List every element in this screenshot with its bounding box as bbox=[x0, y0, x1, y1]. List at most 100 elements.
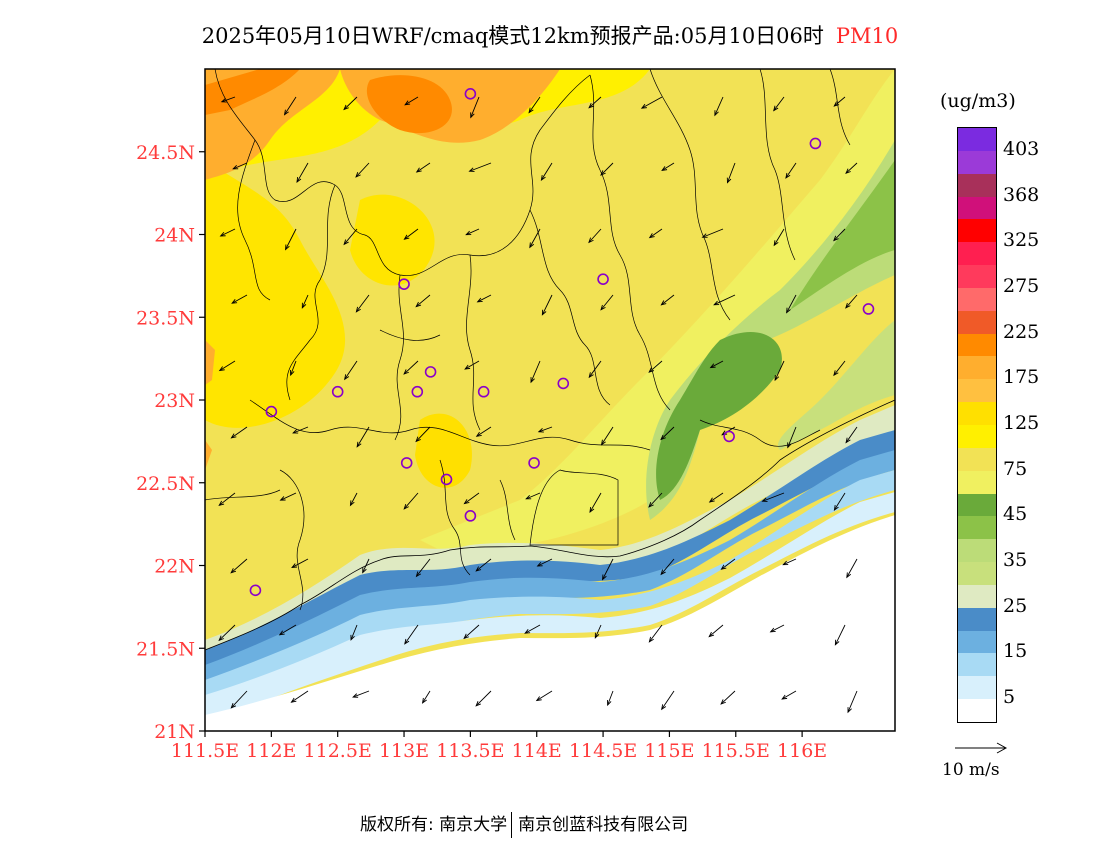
wind-vector bbox=[415, 558, 431, 578]
wind-scale-arrow bbox=[955, 742, 1008, 754]
lat-tick-label: 24.5N bbox=[136, 142, 195, 164]
wind-vector bbox=[279, 492, 297, 501]
wind-vector bbox=[720, 690, 736, 705]
legend-swatch bbox=[958, 310, 996, 335]
wind-vector bbox=[355, 162, 370, 178]
wind-vector bbox=[404, 96, 419, 106]
wind-vector bbox=[660, 294, 675, 306]
legend-swatch bbox=[958, 150, 996, 175]
wind-vector bbox=[588, 228, 602, 244]
wind-vector bbox=[708, 624, 724, 638]
wind-vector bbox=[714, 96, 724, 117]
wind-scale-label: 10 m/s bbox=[942, 760, 1000, 780]
wind-vector bbox=[713, 294, 736, 306]
legend-label: 368 bbox=[1003, 183, 1040, 206]
lon-tick-label: 114E bbox=[512, 740, 562, 762]
footer-divider bbox=[511, 812, 513, 838]
legend-label: 45 bbox=[1003, 503, 1028, 526]
footer-copyright: 版权所有: 南京大学 bbox=[360, 815, 508, 835]
wind-vector bbox=[285, 228, 297, 251]
lon-tick-label: 113E bbox=[379, 740, 429, 762]
wind-vector bbox=[782, 558, 797, 566]
legend-swatch bbox=[958, 242, 996, 266]
lat-tick-label: 22N bbox=[154, 556, 195, 578]
legend-label: 125 bbox=[1003, 412, 1040, 434]
wind-vector bbox=[403, 360, 419, 375]
wind-vector bbox=[463, 492, 480, 505]
wind-vector bbox=[231, 294, 248, 304]
lat-tick-label: 21.5N bbox=[136, 638, 195, 660]
station-marker bbox=[411, 385, 424, 398]
wind-vector bbox=[786, 294, 797, 314]
legend-swatch bbox=[958, 653, 996, 677]
wind-vector bbox=[847, 690, 858, 714]
legend-swatch bbox=[958, 607, 996, 632]
wind-vector bbox=[600, 294, 614, 311]
wind-vector bbox=[476, 294, 492, 303]
wind-vector bbox=[846, 558, 858, 579]
wind-vector bbox=[709, 360, 724, 369]
wind-vector bbox=[218, 492, 236, 507]
lon-tick-label: 112E bbox=[246, 740, 296, 762]
wind-vector bbox=[344, 360, 358, 381]
wind-vector bbox=[769, 624, 785, 633]
station-marker bbox=[265, 405, 278, 418]
lon-tick-label: 115E bbox=[644, 740, 694, 762]
legend-label: 175 bbox=[1003, 366, 1040, 389]
station-marker bbox=[398, 278, 410, 290]
wind-vector bbox=[701, 228, 724, 238]
wind-vector bbox=[648, 624, 663, 643]
wind-vector bbox=[415, 162, 431, 173]
wind-vector bbox=[362, 558, 370, 574]
legend-label: 25 bbox=[1003, 594, 1028, 617]
wind-vector bbox=[218, 624, 236, 642]
wind-vector bbox=[773, 228, 785, 247]
lon-tick-label: 116E bbox=[777, 740, 827, 762]
wind-vector bbox=[290, 690, 309, 703]
legend-swatch bbox=[958, 356, 996, 380]
wind-vector bbox=[834, 624, 846, 646]
legend-label: 15 bbox=[1003, 640, 1028, 663]
wind-vector bbox=[640, 96, 663, 109]
legend-swatch bbox=[958, 219, 996, 243]
wind-vector bbox=[352, 690, 370, 698]
wind-vector bbox=[403, 492, 419, 510]
legend-swatch bbox=[958, 265, 996, 289]
legend-swatch bbox=[958, 470, 996, 495]
legend-label: 225 bbox=[1003, 320, 1040, 343]
wind-vector bbox=[589, 492, 602, 514]
wind-vector bbox=[470, 96, 480, 119]
wind-vector bbox=[463, 624, 480, 640]
footer-credit: 版权所有: 南京大学 南京创蓝科技有限公司 bbox=[360, 810, 688, 838]
wind-vector bbox=[833, 228, 846, 242]
wind-vector bbox=[475, 426, 492, 437]
wind-vector bbox=[726, 162, 736, 184]
wind-vector bbox=[600, 426, 614, 446]
wind-vector bbox=[475, 558, 492, 572]
lat-tick-label: 23N bbox=[154, 390, 195, 412]
wind-vector bbox=[415, 294, 431, 308]
wind-vector bbox=[349, 492, 358, 507]
station-markers bbox=[249, 88, 875, 597]
wind-vector bbox=[773, 96, 785, 112]
wind-vector bbox=[283, 96, 297, 116]
wind-vector bbox=[525, 492, 541, 500]
wind-vector bbox=[607, 690, 614, 707]
legend-label: 403 bbox=[1003, 137, 1040, 160]
wind-vector bbox=[530, 360, 541, 384]
legend-swatch bbox=[958, 425, 996, 449]
lon-tick-label: 112.5E bbox=[304, 740, 372, 762]
wind-vector bbox=[660, 426, 675, 441]
legend-label: 5 bbox=[1003, 686, 1016, 709]
legend-swatch bbox=[958, 402, 996, 426]
legend-swatch bbox=[958, 676, 996, 700]
station-marker bbox=[597, 273, 609, 285]
wind-vector bbox=[524, 624, 541, 634]
station-marker bbox=[400, 457, 413, 469]
wind-vector bbox=[230, 558, 248, 574]
wind-vector bbox=[278, 624, 297, 636]
wind-vector bbox=[415, 426, 431, 443]
color-legend bbox=[957, 127, 997, 723]
legend-swatch bbox=[958, 333, 996, 357]
wind-vector bbox=[845, 426, 858, 444]
